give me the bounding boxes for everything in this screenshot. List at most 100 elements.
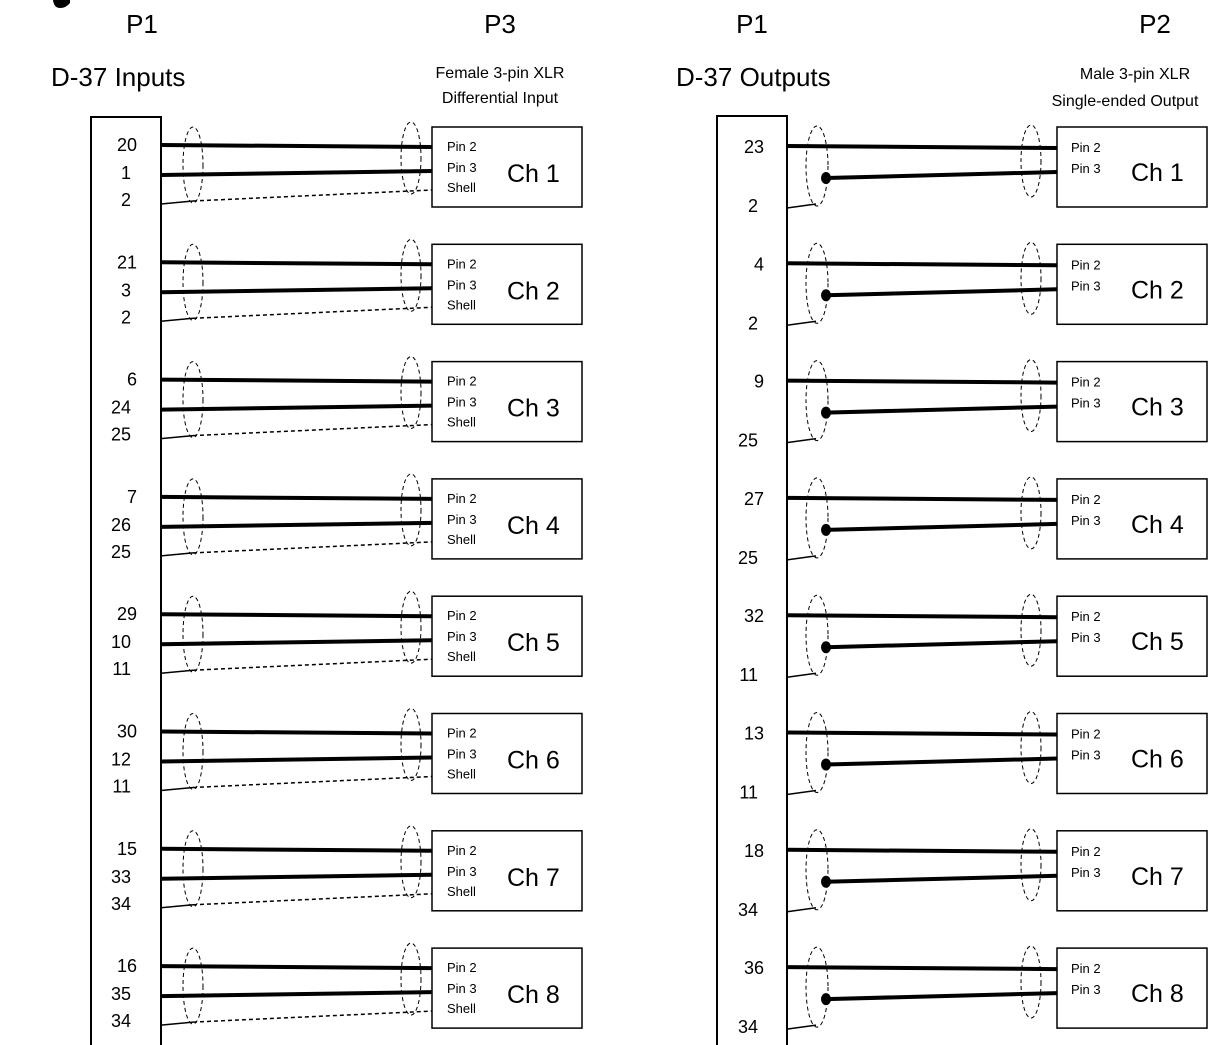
- xlr-pin-label: Shell: [447, 1001, 476, 1016]
- xlr-pin-label: Pin 3: [447, 629, 477, 644]
- pin2-wire: [160, 964, 433, 971]
- channel-label: Ch 2: [507, 277, 560, 305]
- p1-pin-number: 21: [117, 252, 137, 272]
- p1-pin-number: 20: [117, 135, 137, 155]
- p1-pin-number: 16: [117, 956, 137, 976]
- shield-link: [786, 672, 817, 678]
- shield-wire: [192, 658, 433, 671]
- shield-drain-wire: [160, 669, 194, 674]
- p1-pin-number: 25: [738, 548, 758, 568]
- p1-pin-number: 11: [739, 665, 758, 685]
- cable-shield-marker: [805, 712, 829, 793]
- ground-wire: [825, 873, 1058, 884]
- cable-shield-marker: [805, 477, 829, 559]
- ground-wire: [825, 991, 1058, 1002]
- inputs-title: D-37 Inputs: [51, 62, 185, 92]
- shield-drain-wire: [160, 434, 194, 440]
- single-ended-output-label: Single-ended Output: [1052, 93, 1199, 110]
- p1-pin-number: 24: [111, 398, 131, 418]
- p1-pin-number: 33: [111, 867, 131, 887]
- xlr-connector-box: [431, 947, 583, 1029]
- xlr-connector-box: [1056, 360, 1208, 443]
- xlr-pin-label: Pin 3: [1071, 396, 1101, 411]
- p1-pin-number: 2: [748, 196, 758, 216]
- p1-pin-number: 1: [121, 163, 131, 183]
- xlr-pin-label: Pin 2: [447, 139, 477, 154]
- signal-wire: [786, 965, 1058, 972]
- p1-pin-number: 2: [121, 307, 131, 327]
- xlr-pin-label: Shell: [447, 884, 476, 899]
- ground-wire: [825, 756, 1058, 767]
- input-connector-body: [90, 116, 162, 1045]
- signal-wire: [786, 495, 1058, 502]
- shield-link: [786, 1024, 817, 1030]
- shield-drain-wire: [160, 552, 194, 557]
- p1-pin-number: 11: [739, 783, 758, 803]
- cable-shield-marker: [182, 478, 204, 556]
- header-right-p1: P1: [736, 9, 768, 39]
- ground-wire: [825, 170, 1058, 180]
- ground-wire: [825, 521, 1058, 532]
- xlr-connector-box: [1056, 126, 1208, 208]
- cable-shield-marker: [182, 361, 204, 439]
- shield-wire: [192, 423, 433, 437]
- p1-pin-number: 15: [117, 839, 137, 859]
- cable-shield-marker: [400, 708, 422, 781]
- xlr-pin-label: Pin 2: [447, 960, 477, 975]
- ground-wire: [825, 639, 1058, 650]
- channel-label: Ch 6: [507, 747, 560, 775]
- xlr-connector-box: [431, 126, 583, 208]
- signal-wire: [786, 847, 1058, 854]
- xlr-connector-box: [1056, 830, 1208, 912]
- shield-drain-wire: [160, 1021, 194, 1026]
- channel-label: Ch 4: [507, 512, 560, 540]
- xlr-pin-label: Pin 2: [447, 374, 477, 389]
- cable-shield-marker: [805, 125, 829, 207]
- shield-junction-dot: [821, 641, 831, 654]
- cable-shield-marker: [182, 947, 204, 1025]
- pin2-wire: [160, 494, 433, 501]
- shield-wire: [192, 189, 433, 202]
- xlr-connector-box: [1056, 947, 1208, 1029]
- input-channel-6: 30 12 11 Pin 2 Pin 3 Shell Ch 6: [111, 708, 583, 797]
- xlr-pin-label: Pin 2: [447, 726, 477, 741]
- female-xlr-label: Female 3-pin XLR: [436, 65, 565, 82]
- xlr-pin-label: Pin 3: [1071, 865, 1101, 880]
- header-left-p1: P1: [126, 9, 158, 39]
- output-connector-body: [716, 115, 788, 1045]
- xlr-pin-label: Pin 2: [1071, 257, 1101, 272]
- output-channel-1: 23 2 Pin 2 Pin 3 Ch 1: [744, 124, 1208, 216]
- cable-shield-marker: [400, 356, 422, 430]
- p1-pin-number: 35: [111, 984, 131, 1004]
- p1-pin-number: 29: [117, 604, 137, 624]
- xlr-pin-label: Pin 2: [1071, 727, 1101, 742]
- xlr-pin-label: Pin 3: [447, 747, 477, 762]
- input-channel-4: 7 26 25 Pin 2 Pin 3 Shell Ch 4: [111, 473, 583, 562]
- cable-shield-marker: [805, 360, 829, 442]
- ground-wire: [825, 287, 1058, 298]
- pin3-wire: [160, 638, 433, 647]
- header-p2: P2: [1139, 9, 1171, 39]
- cable-shield-marker: [400, 121, 422, 195]
- pin2-wire: [160, 729, 433, 736]
- p1-pin-number: 34: [111, 1011, 131, 1031]
- shield-junction-dot: [821, 406, 831, 419]
- channel-label: Ch 1: [507, 160, 560, 188]
- cropped-heading-glyph: [53, 0, 70, 8]
- shield-link: [786, 555, 817, 561]
- channel-label: Ch 6: [1131, 746, 1184, 774]
- shield-link: [786, 907, 817, 913]
- xlr-pin-label: Pin 3: [447, 981, 477, 996]
- cable-shield-marker: [1020, 593, 1042, 667]
- cable-shield-marker: [805, 829, 829, 911]
- xlr-pin-label: Pin 3: [447, 160, 477, 175]
- xlr-pin-label: Shell: [447, 767, 476, 782]
- xlr-connector-box: [431, 478, 583, 560]
- xlr-connector-box: [1056, 712, 1208, 795]
- cable-shield-marker: [400, 473, 422, 547]
- xlr-connector-box: [431, 595, 583, 677]
- p1-pin-number: 30: [117, 722, 137, 742]
- xlr-pin-label: Pin 2: [1071, 609, 1101, 624]
- xlr-connector-box: [1056, 478, 1208, 560]
- input-channel-1: 20 1 2 Pin 2 Pin 3 Shell Ch 1: [117, 121, 583, 210]
